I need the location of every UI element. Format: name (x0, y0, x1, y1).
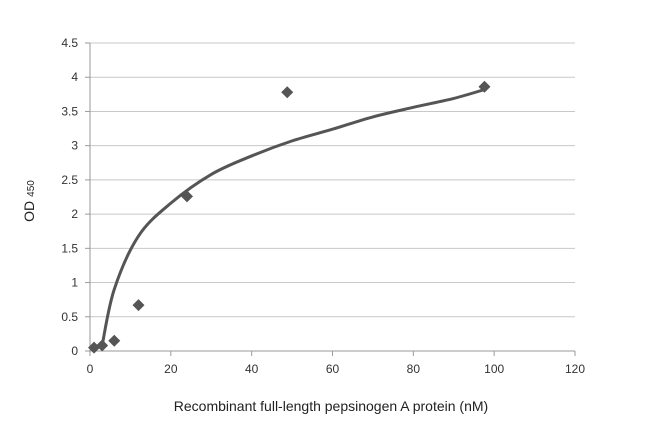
x-tick-label: 20 (164, 362, 178, 376)
trendline (100, 88, 485, 346)
x-axis-label: Recombinant full-length pepsinogen A pro… (174, 398, 488, 414)
data-point-5 (281, 86, 294, 99)
y-tick-label: 2 (71, 207, 78, 221)
y-tick-label: 0.5 (61, 310, 78, 324)
y-tick-label: 4 (71, 70, 78, 84)
x-tick-labels: 0 20 40 60 80 100 120 (87, 362, 586, 376)
data-point-2 (108, 334, 121, 347)
y-axis-label-subscript: 450 (26, 180, 37, 197)
data-point-3 (132, 299, 145, 312)
x-tick-label: 40 (245, 362, 259, 376)
y-tick-label: 3.5 (61, 104, 78, 118)
x-tick-label: 80 (407, 362, 421, 376)
data-point-6 (478, 80, 491, 93)
x-tick-label: 0 (87, 362, 94, 376)
y-tick-label: 0 (71, 344, 78, 358)
y-axis-label: OD 450 (21, 180, 37, 222)
y-axis-label-main: OD (21, 201, 37, 222)
y-tick-label: 2.5 (61, 173, 78, 187)
data-points (88, 80, 491, 354)
axes (85, 42, 576, 356)
data-point-4 (181, 190, 193, 203)
x-tick-label: 100 (484, 362, 504, 376)
data-point-1 (96, 339, 109, 352)
y-tick-label: 4.5 (61, 36, 78, 50)
x-tick-label: 120 (565, 362, 585, 376)
x-tick-label: 60 (326, 362, 340, 376)
y-tick-label: 1.5 (61, 241, 78, 255)
gridlines (90, 42, 575, 318)
y-tick-labels: 0 0.5 1 1.5 2 2.5 3 3.5 4 4.5 (61, 36, 78, 358)
data-point-0 (88, 341, 101, 354)
y-tick-label: 1 (71, 276, 78, 290)
y-tick-label: 3 (71, 139, 78, 153)
